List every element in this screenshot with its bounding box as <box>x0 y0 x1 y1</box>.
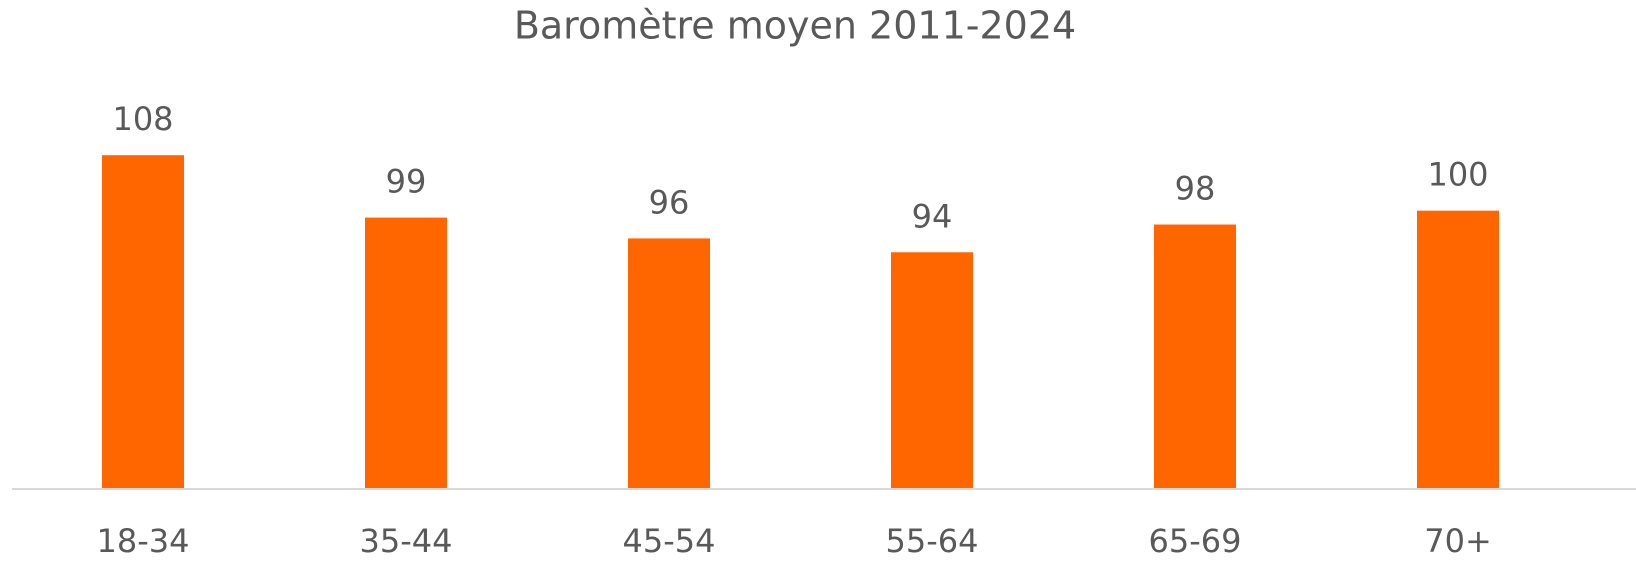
x-tick-label: 65-69 <box>1149 522 1242 560</box>
x-tick-label: 35-44 <box>360 522 453 560</box>
bar <box>102 155 184 488</box>
data-label: 98 <box>1175 170 1216 208</box>
data-label: 94 <box>912 197 953 235</box>
bar <box>628 238 710 488</box>
x-tick-label: 70+ <box>1424 522 1492 560</box>
bar <box>1154 224 1236 489</box>
data-label: 96 <box>649 183 690 221</box>
chart-title: Baromètre moyen 2011-2024 <box>514 4 1076 48</box>
data-label: 108 <box>112 100 173 138</box>
x-tick-label: 55-64 <box>886 522 979 560</box>
bar <box>891 252 973 488</box>
x-tick-label: 45-54 <box>623 522 716 560</box>
data-label: 100 <box>1427 156 1488 194</box>
bar <box>1417 210 1499 488</box>
data-label: 99 <box>386 163 427 201</box>
x-tick-label: 18-34 <box>97 522 190 560</box>
bar <box>365 217 447 488</box>
